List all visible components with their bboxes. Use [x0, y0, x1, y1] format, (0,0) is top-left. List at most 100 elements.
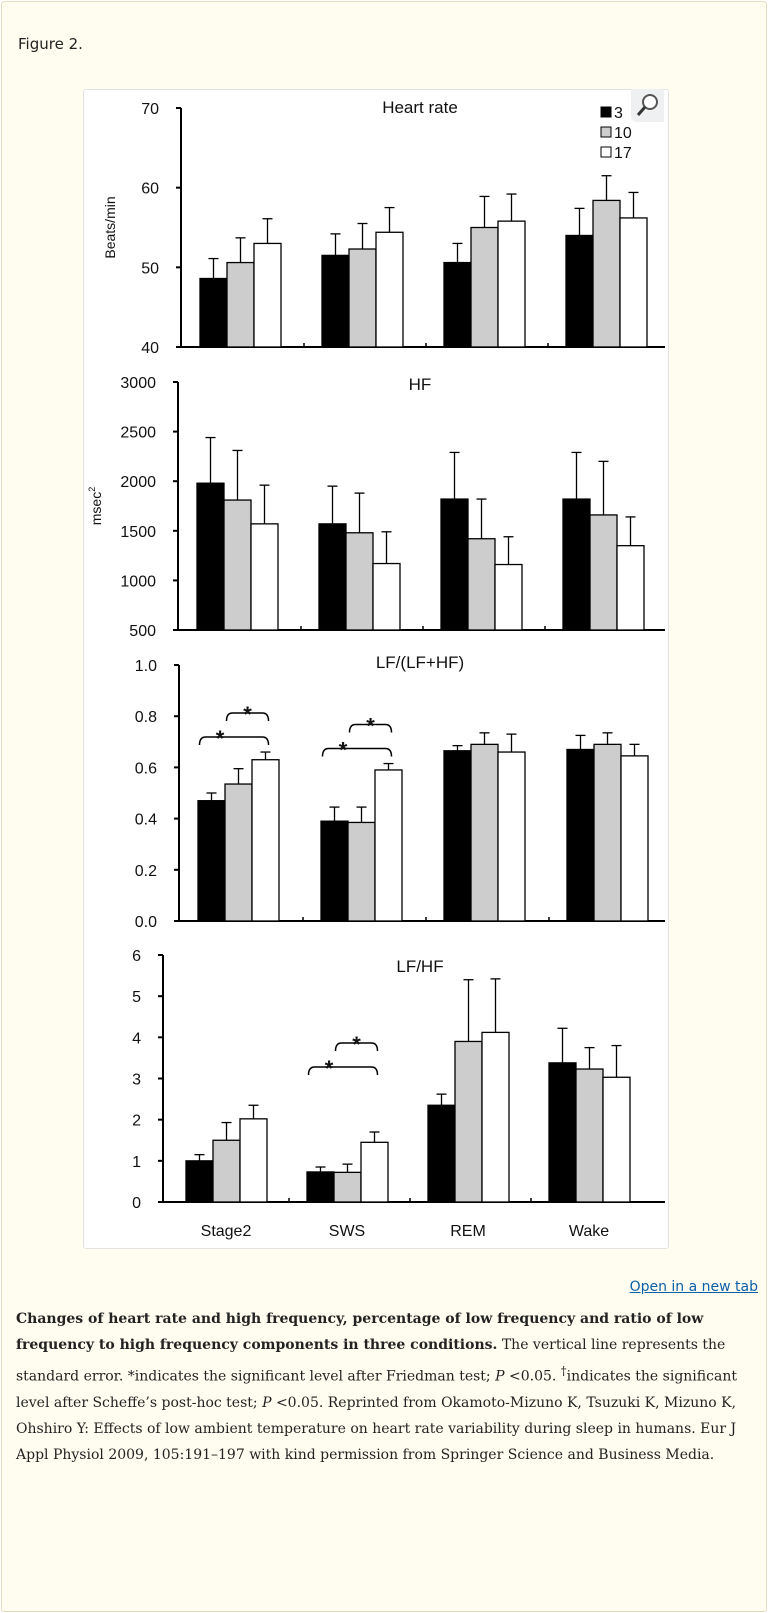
- legend-label: 17: [614, 145, 632, 162]
- bar-REM-10: [454, 1040, 483, 1203]
- bar-Stage2-17: [239, 1118, 268, 1203]
- significance-bracket: [307, 1066, 379, 1076]
- y-axis-label: msec2: [87, 487, 104, 525]
- significance-mark: *: [339, 738, 348, 763]
- y-tick-label: 2: [132, 1113, 141, 1130]
- caption-text: <0.05. Reprinted from Okamoto-Mizuno K, …: [16, 1394, 737, 1463]
- x-category-label: Wake: [569, 1223, 609, 1240]
- caption-p: P: [495, 1368, 505, 1385]
- bar-SWS-10: [333, 1171, 362, 1203]
- y-tick-label: 50: [141, 260, 159, 277]
- bar-Stage2-3: [196, 482, 225, 631]
- y-tick-label: 4: [132, 1030, 141, 1047]
- significance-bracket: [348, 723, 393, 733]
- figure-label: Figure 2.: [18, 35, 83, 53]
- bar-REM-3: [440, 498, 469, 631]
- y-tick-label: 2000: [120, 474, 156, 491]
- significance-bracket: [321, 747, 393, 757]
- bar-Wake-3: [566, 748, 595, 922]
- bar-SWS-10: [347, 821, 376, 922]
- bar-Wake-17: [619, 217, 648, 348]
- y-tick-label: 3000: [120, 375, 156, 392]
- bar-REM-17: [494, 563, 523, 631]
- bar-REM-17: [497, 220, 526, 348]
- bar-Stage2-17: [251, 759, 280, 922]
- bar-Stage2-3: [199, 277, 228, 348]
- bar-SWS-17: [372, 562, 401, 631]
- bar-REM-17: [481, 1031, 510, 1203]
- bar-Stage2-10: [226, 261, 255, 348]
- chart-title: LF/(LF+HF): [376, 653, 464, 672]
- y-tick-label: 0.6: [135, 760, 157, 777]
- bar-SWS-10: [348, 248, 377, 348]
- legend-swatch-3: [600, 106, 612, 118]
- bar-Wake-3: [562, 498, 591, 631]
- y-tick-label: 70: [141, 101, 159, 118]
- y-tick-label: 1500: [120, 524, 156, 541]
- bar-Stage2-10: [212, 1139, 241, 1203]
- bar-SWS-3: [318, 523, 347, 631]
- open-in-new-tab-link[interactable]: Open in a new tab: [629, 1279, 758, 1295]
- bar-REM-10: [470, 226, 499, 348]
- bar-SWS-17: [375, 231, 404, 348]
- bar-Wake-17: [620, 755, 649, 922]
- magnifier-zoom-icon[interactable]: [631, 89, 664, 122]
- x-category-label: SWS: [329, 1223, 365, 1240]
- bar-Stage2-17: [253, 242, 282, 348]
- caption-text: indicates the significant level after Sc…: [16, 1368, 737, 1411]
- bar-REM-3: [443, 750, 472, 922]
- bar-SWS-10: [345, 532, 374, 631]
- caption-p: P: [262, 1394, 272, 1411]
- y-tick-label: 1000: [120, 573, 156, 590]
- significance-bracket: [225, 712, 270, 722]
- bar-SWS-3: [320, 820, 349, 922]
- bar-SWS-3: [306, 1171, 335, 1203]
- legend-swatch-17: [600, 146, 612, 158]
- y-tick-label: 0.2: [135, 863, 157, 880]
- chart-title: HF: [409, 375, 432, 394]
- y-tick-label: 2500: [120, 425, 156, 442]
- y-tick-label: 5: [132, 989, 141, 1006]
- legend-swatch-10: [600, 126, 612, 138]
- bar-Wake-3: [565, 234, 594, 348]
- bar-Stage2-17: [250, 523, 279, 631]
- bar-REM-10: [470, 743, 499, 922]
- bar-Wake-10: [575, 1068, 604, 1203]
- significance-mark: *: [366, 714, 375, 739]
- y-tick-label: 1.0: [135, 658, 157, 675]
- significance-bracket: [198, 736, 270, 746]
- bar-Wake-3: [548, 1062, 577, 1203]
- y-tick-label: 0: [132, 1195, 141, 1212]
- significance-mark: *: [325, 1056, 334, 1081]
- y-tick-label: 0.8: [135, 709, 157, 726]
- caption-dagger: †: [560, 1364, 567, 1378]
- bar-Stage2-3: [185, 1160, 214, 1203]
- y-tick-label: 500: [129, 623, 156, 640]
- legend-label: 3: [614, 105, 623, 122]
- caption-text: The vertical line represents the standar…: [16, 1337, 726, 1385]
- bar-Stage2-10: [224, 783, 253, 922]
- significance-bracket: [334, 1042, 379, 1052]
- figure-caption: Changes of heart rate and high frequency…: [16, 1306, 746, 1468]
- significance-mark: *: [216, 726, 225, 751]
- bar-REM-3: [443, 261, 472, 348]
- y-axis-label: Beats/min: [102, 196, 118, 258]
- x-category-label: Stage2: [201, 1223, 252, 1240]
- caption-text: <0.05.: [504, 1368, 561, 1385]
- bar-Wake-10: [593, 743, 622, 922]
- bar-SWS-17: [374, 769, 403, 922]
- bar-REM-17: [497, 751, 526, 922]
- y-tick-label: 60: [141, 181, 159, 198]
- bar-Wake-10: [592, 199, 621, 348]
- chart-title: Heart rate: [382, 98, 458, 117]
- caption-title: Changes of heart rate and high frequency…: [16, 1311, 704, 1353]
- x-category-label: REM: [450, 1223, 486, 1240]
- bar-Stage2-10: [223, 499, 252, 631]
- bar-Wake-10: [589, 514, 618, 631]
- bar-SWS-17: [360, 1141, 389, 1203]
- bar-Wake-17: [602, 1076, 631, 1203]
- bar-Stage2-3: [197, 800, 226, 922]
- y-tick-label: 6: [132, 948, 141, 965]
- chart-title: LF/HF: [396, 957, 443, 976]
